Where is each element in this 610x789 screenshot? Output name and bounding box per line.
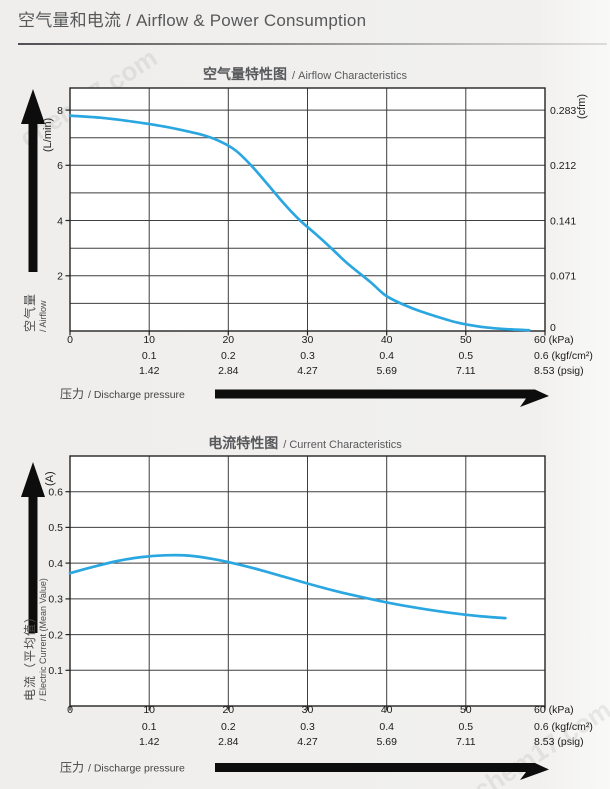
y-tick-label: 0.4: [48, 558, 63, 570]
y-right-tick-label: 0.141: [550, 215, 576, 227]
x-tick-label: 0.5: [458, 350, 473, 362]
x-tick-label: 5.69: [376, 365, 397, 377]
x-tick-label: 30: [302, 334, 314, 346]
x-tick-label: 8.53 (psig): [534, 365, 584, 377]
x-tick-label: 0.1: [142, 350, 157, 362]
airflow-chart-title-en: / Airflow Characteristics: [292, 70, 407, 82]
x-tick-label: 0: [67, 704, 73, 716]
current-chart-title: 电流特性图 / Current Characteristics: [208, 435, 402, 451]
y-tick-label: 0.6: [48, 487, 63, 499]
current-axis-label-zh: 电流（平均值）: [22, 610, 37, 701]
pressure-arrow-icon: [215, 389, 549, 407]
current-chart-title-en: / Current Characteristics: [283, 439, 402, 451]
airflow-chart-title-zh: 空气量特性图: [203, 66, 287, 82]
x-tick-label: 2.84: [218, 736, 239, 748]
y-tick-label: 8: [57, 105, 63, 117]
x-tick-label: 40: [381, 704, 393, 716]
x-tick-label: 60 (kPa): [534, 334, 574, 346]
x-tick-label: 0.4: [379, 350, 394, 362]
airflow-left-unit-label: (L/min): [42, 118, 54, 152]
x-tick-label: 50: [460, 334, 472, 346]
x-tick-label: 0.5: [458, 721, 473, 733]
airflow-axis-label-en: / Airflow: [38, 300, 48, 332]
x-tick-label: 4.27: [297, 736, 318, 748]
current-axis-label-en: / Electric Current (Mean Value): [38, 578, 48, 701]
x-tick-label: 5.69: [376, 736, 397, 748]
x-tick-label: 2.84: [218, 365, 239, 377]
y-tick-label: 4: [57, 215, 63, 227]
x-tick-label: 1.42: [139, 736, 160, 748]
x-tick-label: 10: [143, 704, 155, 716]
y-tick-label: 2: [57, 271, 63, 283]
x-tick-label: 60 (kPa): [534, 704, 574, 716]
pressure-axis-label: 压力 / Discharge pressure: [60, 387, 185, 401]
y-tick-label: 6: [57, 160, 63, 172]
airflow-chart-title: 空气量特性图 / Airflow Characteristics: [203, 66, 407, 82]
current-chart: 电流特性图 / Current Characteristics (A) 电流（平均…: [21, 435, 593, 780]
x-tick-label: 4.27: [297, 365, 318, 377]
x-tick-label: 0.2: [221, 721, 236, 733]
current-curve: [68, 553, 507, 620]
y-tick-label: 0.5: [48, 522, 63, 534]
y-tick-label: 0.1: [48, 665, 63, 677]
x-tick-label: 0.1: [142, 721, 157, 733]
x-tick-label: 10: [143, 334, 155, 346]
current-y-axis-arrow-icon: [21, 462, 45, 633]
x-tick-label: 0.2: [221, 350, 236, 362]
x-tick-label: 50: [460, 704, 472, 716]
y-tick-label: 0.2: [48, 629, 63, 641]
x-tick-label: 0.6 (kgf/cm²): [534, 721, 593, 733]
pressure-axis-label: 压力 / Discharge pressure: [60, 761, 185, 775]
y-right-tick-label: 0.212: [550, 160, 576, 172]
y-tick-label: 0.3: [48, 594, 63, 606]
x-tick-label: 0.3: [300, 721, 315, 733]
airflow-axis-label-zh: 空气量: [22, 293, 37, 332]
x-tick-label: 1.42: [139, 365, 160, 377]
airflow-chart: 空气量特性图 / Airflow Characteristics (L/min) …: [21, 66, 593, 407]
current-plot: 0.6 0.5 0.4 0.3 0.2 0.1 0 10 20 30 40 50 60 (kPa) 0.1…: [48, 455, 593, 748]
x-tick-label: 20: [222, 704, 234, 716]
current-chart-title-zh: 电流特性图: [208, 435, 278, 451]
airflow-plot: 8 6 4 2 0.283 0.212 0.141 0.071 0 0 10 20 30 40 50 60 (…: [57, 87, 593, 377]
x-tick-label: 0: [67, 334, 73, 346]
x-tick-label: 30: [302, 704, 314, 716]
x-tick-label: 7.11: [456, 365, 476, 377]
y-right-tick-label: 0: [550, 322, 556, 334]
plot-border: [69, 455, 546, 707]
title-underline: [18, 43, 607, 45]
airflow-curve: [68, 114, 531, 332]
x-tick-label: 8.53 (psig): [534, 736, 584, 748]
current-left-unit-label: (A): [44, 471, 56, 486]
x-tick-label: 20: [222, 334, 234, 346]
page-title: 空气量和电流 / Airflow & Power Consumption: [18, 11, 367, 30]
y-right-tick-label: 0.283: [550, 105, 576, 117]
x-tick-label: 0.4: [379, 721, 394, 733]
y-right-tick-label: 0.071: [550, 271, 576, 283]
x-tick-label: 0.6 (kgf/cm²): [534, 350, 593, 362]
airflow-y-axis-arrow-icon: [21, 89, 45, 272]
plot-border: [69, 87, 546, 332]
airflow-right-unit-label: (cfm): [576, 94, 588, 119]
x-tick-label: 40: [381, 334, 393, 346]
x-tick-label: 0.3: [300, 350, 315, 362]
pressure-arrow-icon: [215, 763, 549, 780]
x-tick-label: 7.11: [456, 736, 476, 748]
